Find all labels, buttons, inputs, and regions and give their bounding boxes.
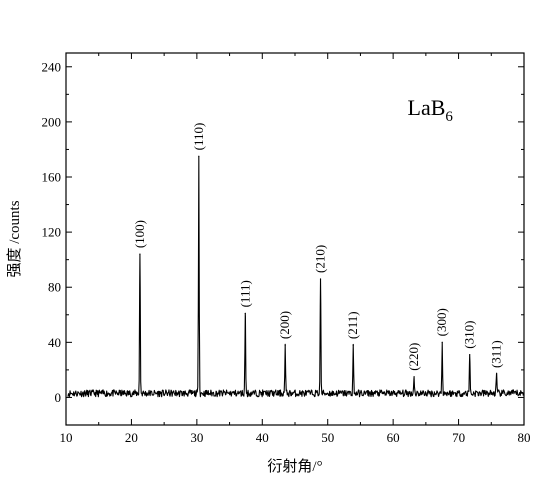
x-tick-label: 20	[125, 430, 138, 445]
x-tick-label: 80	[518, 430, 531, 445]
y-tick-label: 80	[48, 280, 61, 295]
peak-point	[441, 341, 443, 343]
y-tick-label: 40	[48, 335, 61, 350]
x-tick-label: 70	[452, 430, 465, 445]
peak-point	[469, 354, 471, 356]
diffraction-trace	[67, 155, 524, 398]
peak-label: (111)	[237, 280, 252, 307]
sample-annotation-subscript: 6	[445, 109, 453, 125]
peak-point	[319, 278, 322, 280]
peak-label: (110)	[191, 123, 206, 151]
peak-label: (310)	[462, 321, 477, 349]
peak-label: (210)	[313, 245, 328, 273]
x-tick-label: 10	[60, 430, 73, 445]
peak-point	[352, 344, 354, 346]
peak-point	[139, 253, 141, 255]
sample-annotation: LaB6	[408, 95, 454, 125]
peak-point	[495, 373, 498, 375]
peak-point	[198, 155, 200, 157]
peak-label: (220)	[406, 343, 421, 371]
sample-annotation-base: LaB	[408, 95, 446, 120]
x-tick-label: 60	[387, 430, 400, 445]
peak-label: (311)	[489, 340, 504, 368]
y-tick-label: 120	[42, 225, 62, 240]
y-axis-title: 强度 /counts	[6, 200, 23, 277]
y-tick-label: 0	[55, 390, 62, 405]
y-tick-label: 200	[42, 114, 62, 129]
peak-label: (200)	[277, 311, 292, 339]
peak-point	[284, 344, 286, 346]
peak-label: (100)	[132, 220, 147, 248]
peak-label: (211)	[345, 311, 360, 339]
x-tick-label: 50	[321, 430, 334, 445]
x-tick-label: 40	[256, 430, 269, 445]
peak-point	[413, 376, 415, 378]
y-tick-label: 160	[42, 170, 62, 185]
y-tick-label: 240	[42, 59, 62, 74]
peak-label: (300)	[434, 308, 449, 336]
plot-area: 10 20 30 40 50 60 70 80 0 40 80 120 160 200 240 (100) (1…	[42, 52, 531, 445]
x-tick-label: 30	[190, 430, 203, 445]
x-axis-title: 衍射角/°	[267, 458, 322, 475]
peak-point	[244, 312, 246, 314]
